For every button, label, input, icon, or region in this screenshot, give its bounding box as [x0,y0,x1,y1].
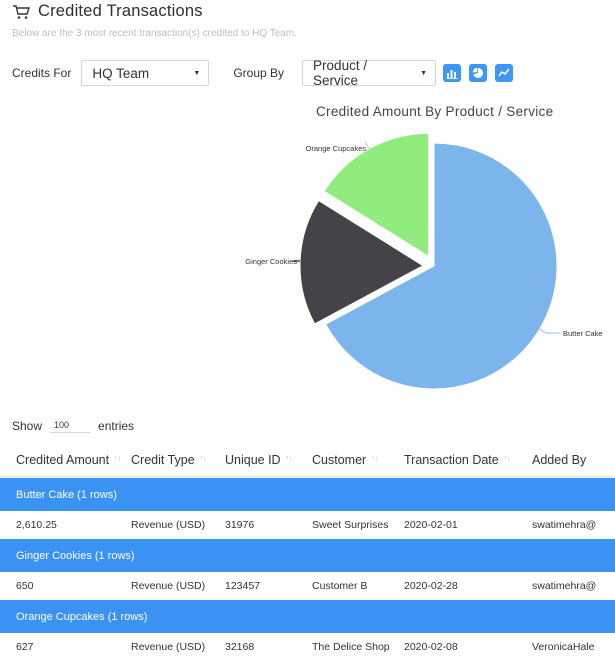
column-header-credited-amount[interactable]: Credited Amount ↑↓ [16,453,122,467]
pie-chart-button[interactable] [469,64,488,82]
group-by-value: Product / Service [313,58,368,88]
credits-for-label: Credits For [12,66,72,80]
pie-connector-line [539,328,561,334]
table-row[interactable]: 650 Revenue (USD) 123457 Customer B 2020… [0,572,615,599]
group-by-select[interactable]: Product / Service ▼ [302,58,437,88]
line-chart-icon [498,68,510,77]
bar-chart-button[interactable] [443,64,462,82]
column-header-added-by[interactable]: Added By [532,453,587,467]
pie-connector-line [292,259,301,263]
bar-chart-icon [446,70,458,79]
sort-icon: ↑↓ [503,455,511,462]
dropdown-caret-icon: ▼ [193,70,201,77]
group-row-orange-cupcakes[interactable]: Orange Cupcakes (1 rows) [0,600,615,633]
page-length-control: Show 100 entries [12,418,134,433]
transactions-table: Credited Amount ↑↓ Credit Type ↑↓ Unique I… [0,444,615,660]
cell-unique-id: 31976 [225,518,255,531]
cell-credit-type: Revenue (USD) [131,518,206,531]
entries-label: entries [98,418,135,433]
pie-slice-butter-cake[interactable] [324,142,558,390]
sort-icon: ↑↓ [371,455,379,462]
column-header-credit-type[interactable]: Credit Type ↑↓ [131,453,207,467]
cell-added-by: swatimehra@ [532,518,597,531]
group-by-label: Group By [233,66,285,80]
page-title: Credited Transactions [38,2,203,20]
sort-icon: ↑↓ [285,455,293,462]
line-chart-button[interactable] [495,64,514,82]
page-length-input[interactable]: 100 [50,418,91,433]
sort-icon: ↑↓ [199,455,207,462]
column-header-unique-id[interactable]: Unique ID ↑↓ [225,453,293,467]
cell-credit-type: Revenue (USD) [131,579,206,592]
cell-customer: Customer B [312,579,368,592]
pie-chart-icon [472,67,484,78]
group-row-ginger-cookies[interactable]: Ginger Cookies (1 rows) [0,539,615,572]
table-header: Credited Amount ↑↓ Credit Type ↑↓ Unique I… [0,444,615,477]
filter-bar: Credits For HQ Team ▼ Group By Product /… [12,58,521,88]
column-header-transaction-date[interactable]: Transaction Date ↑↓ [404,453,511,467]
dropdown-caret-icon: ▼ [420,70,428,77]
cell-unique-id: 123457 [225,579,261,592]
pie-connector-line [364,141,371,151]
cell-credited-amount: 2,610.25 [16,518,57,531]
shopping-cart-icon [13,4,30,19]
cell-customer: Sweet Surprises [312,518,389,531]
credits-for-value: HQ Team [92,65,150,81]
show-label: Show [12,418,43,433]
cell-credited-amount: 650 [16,579,34,592]
pie-label: Orange Cupcakes [306,144,367,153]
pie-label: Butter Cake [563,329,603,338]
page-header: Credited Transactions [12,2,203,21]
cell-added-by: swatimehra@ [532,579,597,592]
table-row[interactable]: 2,610.25 Revenue (USD) 31976 Sweet Surpr… [0,511,615,538]
pie-chart: Butter Cake Ginger Cookies Orange Cupcakes [245,132,603,390]
cell-transaction-date: 2020-02-28 [404,579,458,592]
pie-label: Ginger Cookies [245,257,297,266]
column-header-customer[interactable]: Customer ↑↓ [312,453,379,467]
sort-icon: ↑↓ [114,455,122,462]
cell-transaction-date: 2020-02-01 [404,518,458,531]
credits-for-select[interactable]: HQ Team ▼ [81,60,210,86]
chart-title: Credited Amount By Product / Service [316,104,554,119]
page-subtitle: Below are the 3 most recent transaction(… [12,28,297,39]
group-row-butter-cake[interactable]: Butter Cake (1 rows) [0,478,615,511]
